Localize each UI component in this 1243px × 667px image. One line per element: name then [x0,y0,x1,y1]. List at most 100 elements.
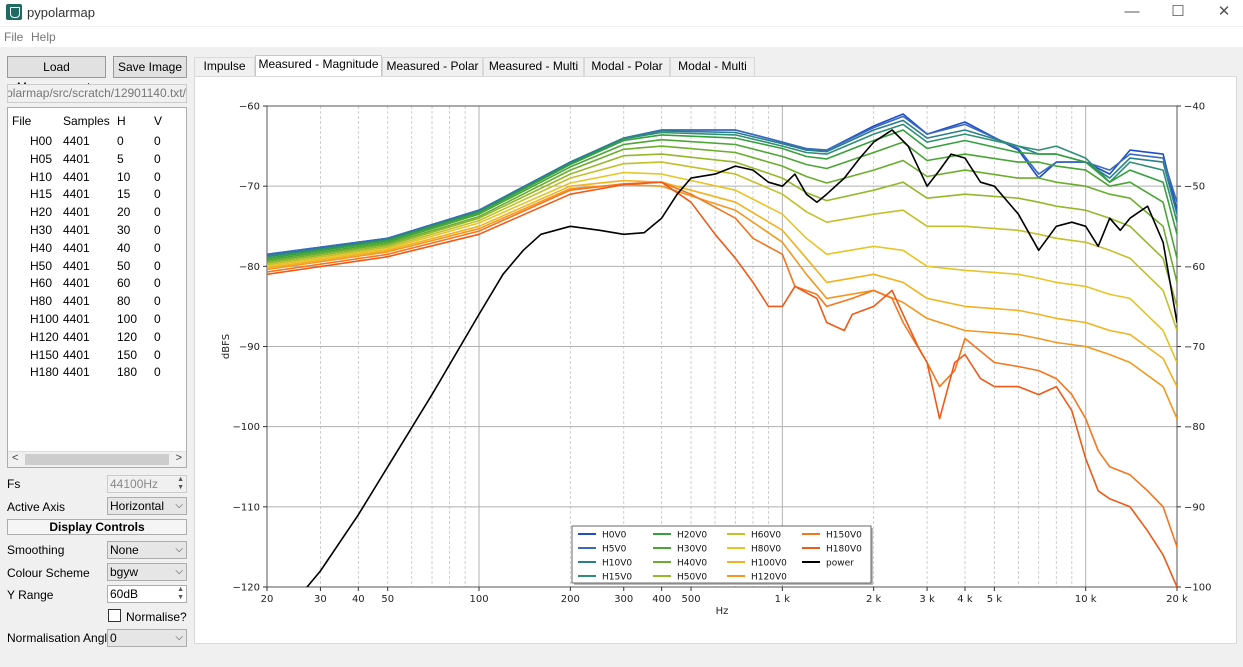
legend-label: H120V0 [751,573,787,583]
series-line-h120v0[interactable] [267,183,1177,420]
scroll-right-icon[interactable]: > [175,452,182,464]
y2-tick-label: −40 [1184,102,1205,113]
table-row[interactable]: H100 4401 100 0 [8,312,186,330]
y2-tick-label: −70 [1184,342,1205,353]
column-header-h[interactable]: H [117,114,126,128]
series-line-h30v0[interactable] [267,138,1177,261]
save-image-button[interactable]: Save Image [113,56,187,78]
series-line-h40v0[interactable] [267,145,1177,283]
table-row[interactable]: H150 4401 150 0 [8,348,186,366]
load-measurements-button[interactable]: Load Measurements [7,56,106,94]
horizontal-scrollbar[interactable]: < > [8,451,186,467]
smoothing-label: Smoothing [7,543,65,557]
row-samples: 4401 [63,187,90,202]
window-title: pypolarmap [27,5,95,20]
legend-label: H150V0 [826,531,862,541]
row-file: H10 [30,169,53,184]
maximize-button[interactable]: ☐ [1171,3,1185,20]
active-axis-label: Active Axis [7,500,66,514]
row-v: 0 [154,329,161,344]
tab-measured-magnitude[interactable]: Measured - Magnitude [255,55,382,77]
column-header-file[interactable]: File [12,114,32,128]
y-axis-label: dBFS [221,334,232,359]
minimize-button[interactable]: — [1124,3,1140,20]
series-line-power[interactable] [267,129,1177,635]
x-tick-label: 100 [469,594,488,605]
active-axis-select[interactable]: Horizontal ⌵ [107,497,187,515]
table-row[interactable]: H80 4401 80 0 [8,294,186,312]
colour-scheme-select[interactable]: bgyw ⌵ [107,563,187,581]
row-h: 150 [117,347,138,362]
row-v: 0 [154,365,161,380]
y-tick-label: −70 [239,182,260,193]
tab-measured-multi[interactable]: Measured - Multi [483,57,584,76]
file-path-field[interactable]: /pypolarmap/src/scratch/12901140.txt [7,84,187,103]
y2-tick-label: −100 [1184,583,1211,594]
series-line-h50v0[interactable] [267,153,1177,307]
table-row[interactable]: H15 4401 15 0 [8,187,186,205]
measurement-table[interactable]: File Samples H V H00 4401 0 0 H05 4401 5 0 H10 44… [7,107,187,468]
row-h: 40 [117,240,131,255]
row-h: 120 [117,329,138,344]
normalisation-angle-select[interactable]: 0 ⌵ [107,629,187,647]
row-h: 20 [117,205,131,220]
table-row[interactable]: H120 4401 120 0 [8,330,186,348]
row-samples: 4401 [63,205,90,220]
menu-help[interactable]: Help [31,30,56,44]
y2-tick-label: −60 [1184,262,1205,273]
spin-arrows-icon[interactable]: ▲ ▼ [177,586,184,601]
row-h: 50 [117,258,131,273]
series-line-h150v0[interactable] [267,181,1177,548]
y-range-spinbox[interactable]: 60dB ▲ ▼ [107,585,187,603]
series-line-h80v0[interactable] [267,171,1177,363]
y2-tick-label: −80 [1184,422,1205,433]
close-button[interactable]: ✕ [1217,3,1231,20]
table-row[interactable]: H180 4401 180 0 [8,365,186,383]
column-header-v[interactable]: V [154,114,163,128]
row-h: 180 [117,365,138,380]
table-row[interactable]: H50 4401 50 0 [8,259,186,277]
legend-label: H10V0 [602,559,632,569]
series-line-h100v0[interactable] [267,179,1177,387]
row-h: 0 [117,134,124,148]
x-tick-label: 20 k [1166,594,1188,605]
tab-measured-polar[interactable]: Measured - Polar [382,57,483,76]
legend-label: H180V0 [826,545,862,555]
tab-impulse[interactable]: Impulse [194,57,255,76]
table-row[interactable]: H30 4401 30 0 [8,223,186,241]
row-h: 60 [117,276,131,291]
x-tick-label: 4 k [957,594,973,605]
table-row[interactable]: H40 4401 40 0 [8,241,186,259]
tab-modal-polar[interactable]: Modal - Polar [584,57,670,76]
scroll-thumb[interactable] [25,454,169,465]
column-header-samples[interactable]: Samples [63,114,110,128]
table-row[interactable]: H00 4401 0 0 [8,134,186,152]
menu-file[interactable]: File [4,30,24,44]
table-row[interactable]: H05 4401 5 0 [8,152,186,170]
tab-modal-multi[interactable]: Modal - Multi [670,57,755,76]
x-tick-label: 40 [352,594,365,605]
scroll-left-icon[interactable]: < [12,452,19,464]
magnitude-chart[interactable]: 20 30 40 50 100 200 300 400 500 1 k 2 k 3 k 4 k 5 k 10… [195,77,1238,645]
series-line-h20v0[interactable] [267,129,1177,260]
legend-label: H40V0 [677,559,707,569]
normalisation-angle-label: Normalisation Angle [7,631,114,645]
x-tick-label: 20 [261,594,274,605]
row-v: 0 [154,294,161,309]
normalise-checkbox[interactable] [108,609,121,622]
smoothing-select[interactable]: None ⌵ [107,541,187,559]
series-line-h180v0[interactable] [267,181,1177,587]
chevron-down-icon: ⌵ [175,632,183,643]
x-axis-label: Hz [716,606,729,617]
menu-bar: File Help [0,27,1243,47]
row-file: H50 [30,258,53,273]
row-h: 10 [117,169,131,184]
table-row[interactable]: H10 4401 10 0 [8,170,186,188]
table-row[interactable]: H60 4401 60 0 [8,276,186,294]
row-samples: 4401 [63,223,90,237]
legend-label: H50V0 [677,573,707,583]
table-row[interactable]: H20 4401 20 0 [8,205,186,223]
series-line-h15v0[interactable] [267,123,1177,258]
x-tick-label: 1 k [775,594,791,605]
y2-tick-label: −50 [1184,182,1205,193]
